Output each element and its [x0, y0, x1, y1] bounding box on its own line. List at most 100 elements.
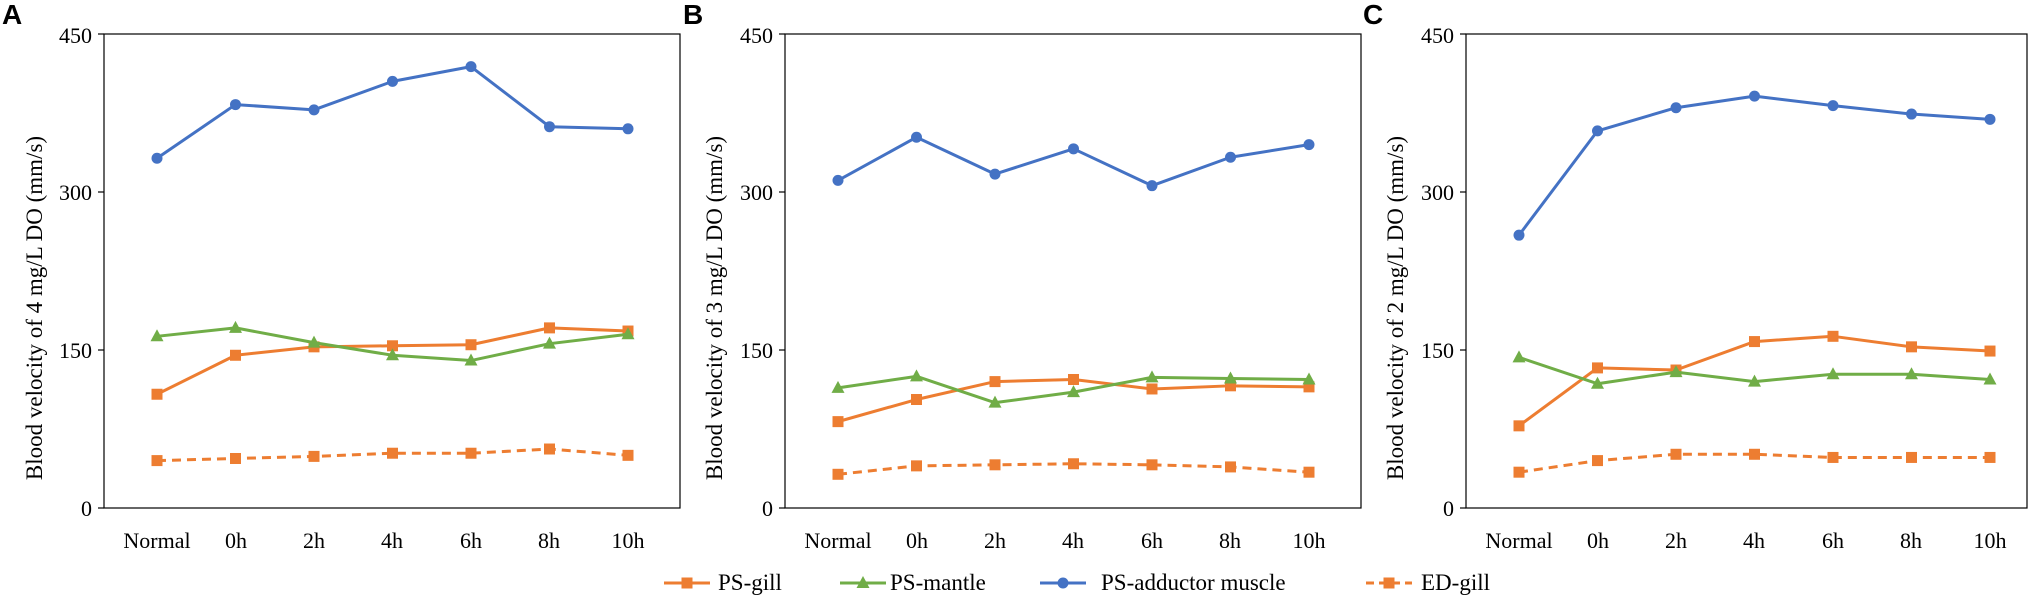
data-point-ps-adductor-muscle-0h: [911, 131, 922, 143]
data-point-ps-mantle-4h: [386, 348, 399, 361]
series-ps-adductor-muscle: [151, 61, 634, 164]
data-point-ed-gill-8h: [1225, 461, 1236, 473]
data-point-ps-adductor-muscle-8h: [1906, 108, 1917, 120]
panel-c-xtick-0h: 0h: [1587, 528, 1609, 553]
panel-a-xtick-4h: 4h: [381, 528, 403, 553]
legend-symbol-ps-mantle: [840, 576, 886, 588]
panel-c-xtick-4h: 4h: [1743, 528, 1765, 553]
data-point-ed-gill-normal: [151, 455, 163, 467]
data-point-ps-adductor-muscle-2h: [989, 168, 1001, 180]
panel-c-ytick-450: 450: [1421, 23, 1454, 48]
data-point-ps-gill-4h: [1749, 336, 1760, 348]
panel-a-xtick-0h: 0h: [225, 528, 247, 553]
panel-b-xtick-8h: 8h: [1219, 528, 1241, 553]
data-point-ps-gill-normal: [832, 416, 844, 428]
data-point-ed-gill-4h: [387, 447, 398, 459]
panel-b-ylabel: Blood velocity of 3 mg/L DO (mm/s): [702, 136, 727, 480]
legend-symbol-ed-gill: [1366, 577, 1412, 589]
panel-c-ytick-300: 300: [1421, 180, 1454, 205]
data-point-ed-gill-10h: [1984, 451, 1996, 463]
panel-b-xtick-2h: 2h: [984, 528, 1006, 553]
panel-b-ytick-450: 450: [740, 23, 773, 48]
data-point-ps-gill-8h: [1225, 380, 1236, 392]
data-point-ps-adductor-muscle-2h: [308, 104, 320, 116]
legend-symbol-ps-gill: [664, 577, 710, 589]
series-ed-gill: [1513, 448, 1996, 478]
data-point-ps-gill-10h: [1984, 345, 1996, 357]
data-point-ps-gill-6h: [1146, 383, 1158, 395]
data-point-ed-gill-10h: [622, 449, 634, 461]
data-point-ps-mantle-8h: [1224, 371, 1237, 384]
panel-b-letter: B: [683, 0, 703, 30]
legend-marker: [681, 577, 693, 589]
panel-c-ytick-150: 150: [1421, 338, 1454, 363]
data-point-ed-gill-10h: [1303, 466, 1315, 478]
panel-b-ytick-150: 150: [740, 338, 773, 363]
data-point-ps-mantle-10h: [1983, 372, 1997, 385]
series-ps-adductor-muscle: [1513, 90, 1996, 241]
panel-c-xtick-normal: Normal: [1485, 528, 1552, 553]
panel-c-xtick-8h: 8h: [1900, 528, 1922, 553]
data-point-ed-gill-2h: [308, 450, 320, 462]
data-point-ps-adductor-muscle-normal: [832, 174, 844, 186]
data-point-ps-gill-4h: [387, 340, 398, 352]
series-ps-gill: [151, 322, 634, 400]
series-ps-mantle: [150, 320, 635, 366]
data-point-ps-adductor-muscle-6h: [1827, 100, 1839, 112]
series-line-ps-gill: [156, 326, 629, 396]
panel-a-ytick-150: 150: [59, 338, 92, 363]
legend-marker: [1057, 577, 1069, 589]
data-point-ps-mantle-6h: [1826, 367, 1840, 380]
data-point-ps-mantle-8h: [1905, 367, 1918, 380]
data-point-ps-mantle-2h: [307, 335, 321, 348]
data-point-ed-gill-6h: [1827, 451, 1839, 463]
panel-c-ytick-0: 0: [1443, 496, 1454, 521]
panel-b-xtick-6h: 6h: [1141, 528, 1163, 553]
panel-c: C Blood velocity of 2 mg/L DO (mm/s) 450…: [1363, 0, 2028, 553]
data-point-ps-mantle-10h: [1302, 372, 1316, 385]
data-point-ps-gill-0h: [911, 394, 922, 406]
data-point-ed-gill-4h: [1068, 458, 1079, 470]
data-point-ps-mantle-4h: [1067, 385, 1080, 398]
data-point-ps-gill-8h: [1906, 341, 1917, 353]
panel-a-plot: [98, 33, 681, 509]
data-point-ps-mantle-6h: [464, 353, 478, 366]
legend-label-ed-gill: ED-gill: [1421, 570, 1490, 595]
panel-a-ylabel: Blood velocity of 4 mg/L DO (mm/s): [22, 136, 47, 480]
data-point-ps-mantle-4h: [1748, 374, 1761, 387]
data-point-ps-adductor-muscle-2h: [1670, 102, 1682, 114]
panel-b-ytick-300: 300: [740, 180, 773, 205]
data-point-ps-adductor-muscle-10h: [622, 123, 634, 135]
data-point-ps-adductor-muscle-0h: [1592, 125, 1603, 137]
data-point-ps-adductor-muscle-normal: [1513, 229, 1525, 241]
data-point-ps-adductor-muscle-8h: [1225, 151, 1236, 163]
panel-c-letter: C: [1363, 0, 1383, 30]
panel-b-plot: [779, 33, 1362, 509]
data-point-ed-gill-8h: [544, 443, 555, 455]
data-point-ed-gill-0h: [911, 460, 922, 472]
panel-a-ytick-0: 0: [81, 496, 92, 521]
data-point-ps-mantle-0h: [1591, 376, 1604, 389]
data-point-ps-adductor-muscle-4h: [1749, 90, 1760, 102]
data-point-ed-gill-6h: [465, 447, 477, 459]
data-point-ps-gill-4h: [1068, 373, 1079, 385]
panel-c-xtick-6h: 6h: [1822, 528, 1844, 553]
series-ps-mantle: [1512, 350, 1997, 389]
legend-label-ps-adductor-muscle: PS-adductor muscle: [1101, 570, 1286, 595]
series-ed-gill: [832, 458, 1315, 480]
panel-a-xtick-normal: Normal: [123, 528, 190, 553]
data-point-ps-gill-10h: [1303, 381, 1315, 393]
data-point-ps-adductor-muscle-4h: [387, 75, 398, 87]
data-point-ps-mantle-0h: [910, 369, 923, 382]
panel-b-xtick-normal: Normal: [804, 528, 871, 553]
data-point-ps-adductor-muscle-6h: [1146, 180, 1158, 192]
panel-a: A Blood velocity of 4 mg/L DO (mm/s) 450…: [2, 0, 681, 553]
data-point-ps-adductor-muscle-10h: [1303, 139, 1315, 151]
data-point-ps-mantle-normal: [831, 380, 845, 393]
data-point-ps-mantle-0h: [229, 320, 242, 333]
data-point-ps-adductor-muscle-normal: [151, 152, 163, 164]
data-point-ed-gill-normal: [1513, 466, 1525, 478]
legend-marker: [1383, 577, 1395, 589]
data-point-ps-gill-6h: [465, 339, 477, 351]
